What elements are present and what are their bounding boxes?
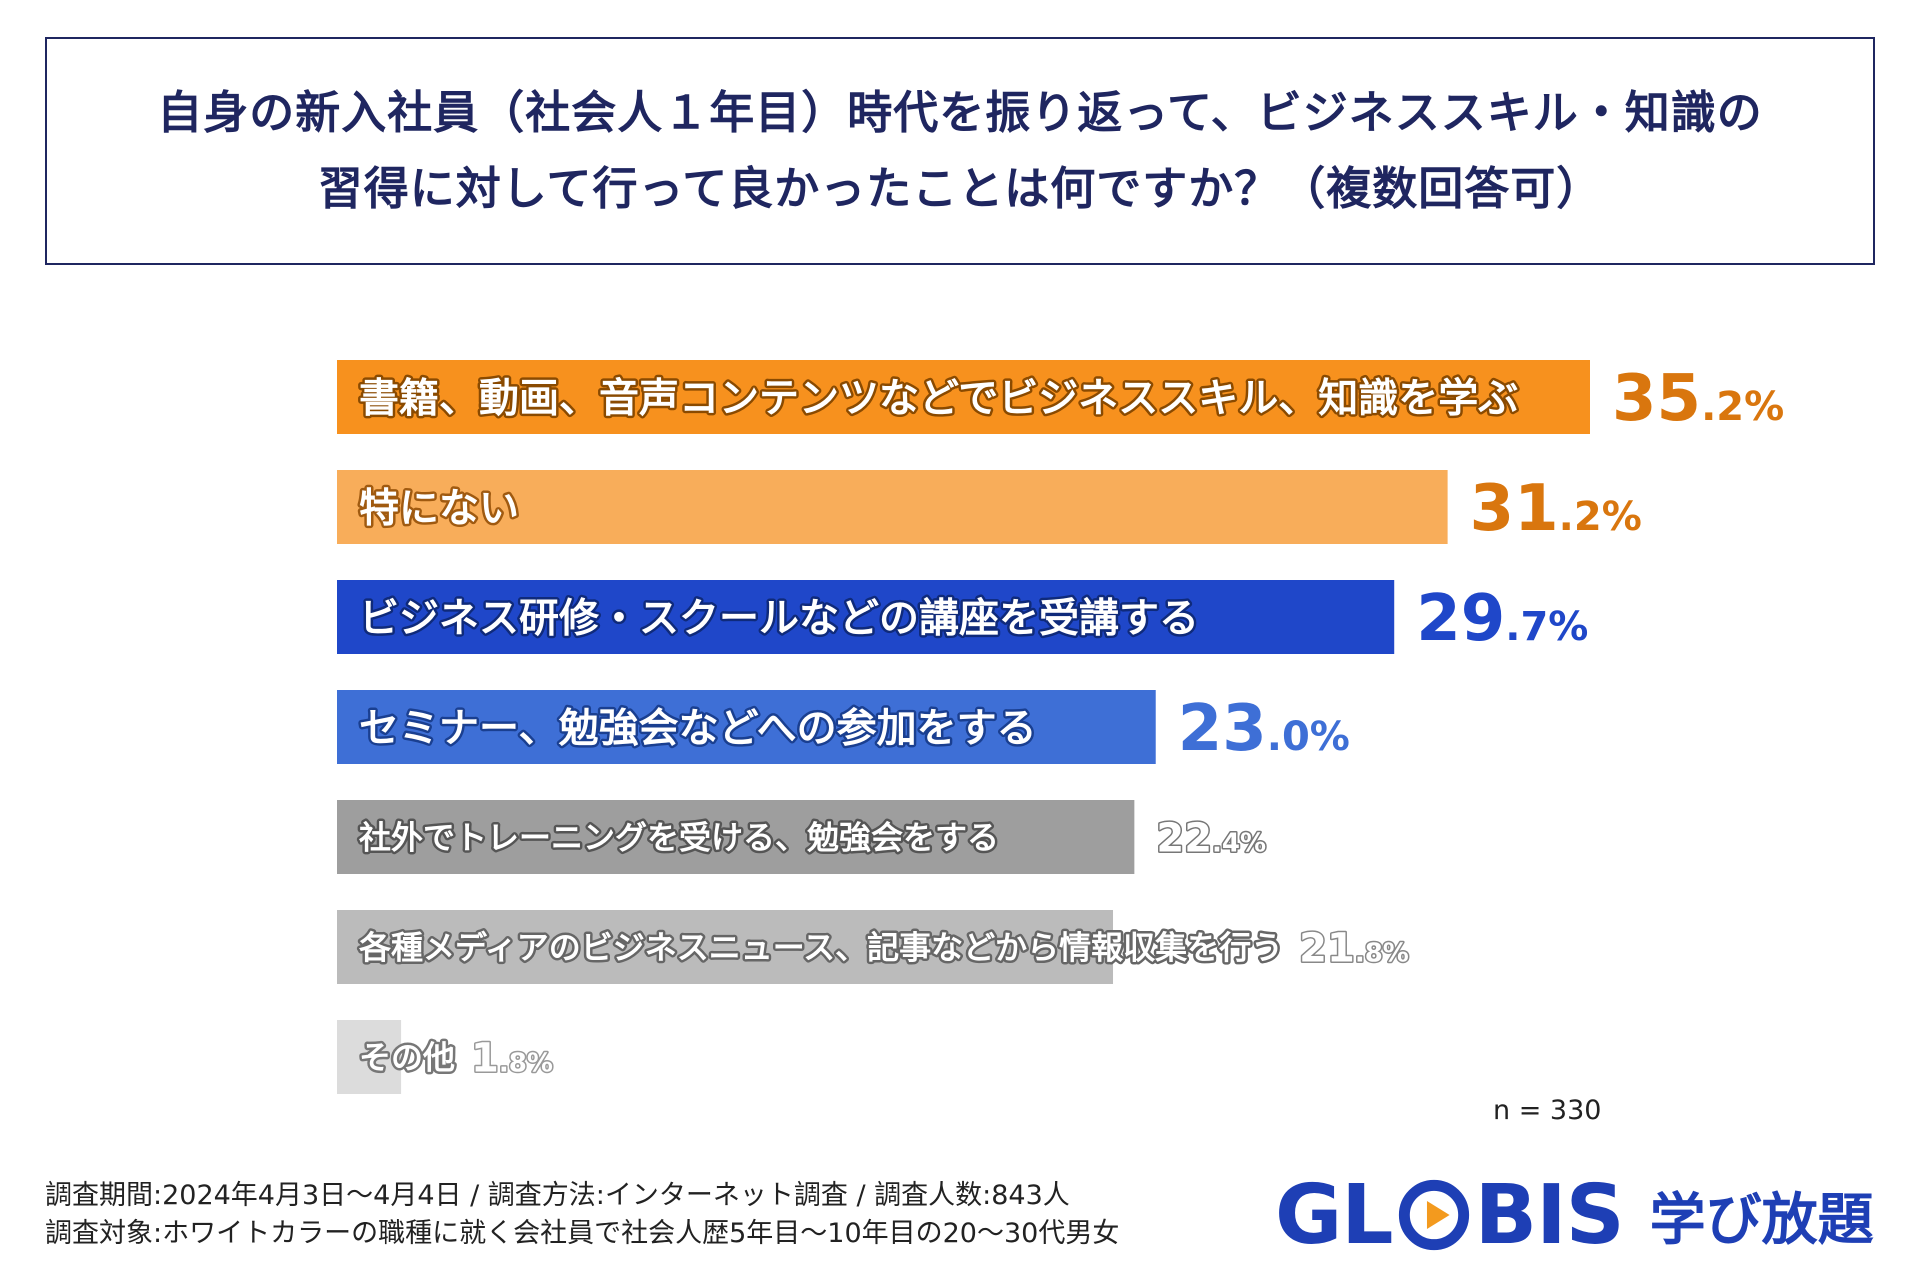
value-int-5: 22 xyxy=(1156,815,1212,861)
title-line-2: 習得に対して行って良かったことは何ですか？（複数回答可） xyxy=(317,162,1603,215)
sample-size-label: n = 330 xyxy=(1493,1095,1602,1126)
value-label-6: 21.8% xyxy=(1299,925,1409,971)
bar-2 xyxy=(337,470,1448,544)
globis-logo: GL BIS 学び放題 xyxy=(1275,1167,1874,1263)
bar-4 xyxy=(337,690,1156,764)
value-dec-6: .8% xyxy=(1355,938,1409,968)
title-line-1: 自身の新入社員（社会人１年目）時代を振り返って、ビジネススキル・知識の xyxy=(157,86,1763,139)
value-int-3: 29 xyxy=(1416,582,1505,656)
value-dec-3: .7% xyxy=(1505,604,1588,650)
value-label-4: 23.0% xyxy=(1178,692,1350,766)
bar-label-5: 社外でトレーニングを受ける、勉強会をする xyxy=(359,819,999,857)
bar-chart: 書籍、動画、音声コンテンツなどでビジネススキル、知識を学ぶ 35.2%特にない 31… xyxy=(337,360,1784,1094)
value-dec-7: .8% xyxy=(499,1048,553,1078)
value-int-1: 35 xyxy=(1612,362,1701,436)
title-box: 自身の新入社員（社会人１年目）時代を振り返って、ビジネススキル・知識の 習得に対… xyxy=(45,37,1875,265)
value-dec-4: .0% xyxy=(1267,714,1350,760)
logo-wordmark: GL BIS xyxy=(1275,1167,1625,1263)
value-int-7: 1 xyxy=(471,1035,499,1081)
bar-5 xyxy=(337,800,1135,874)
bar-label-4: セミナー、勉強会などへの参加をする xyxy=(359,705,1037,751)
value-dec-5: .4% xyxy=(1212,828,1266,858)
value-int-2: 31 xyxy=(1470,472,1559,546)
value-dec-2: .2% xyxy=(1559,494,1642,540)
bar-label-7: その他 xyxy=(359,1039,455,1077)
bar-3 xyxy=(337,580,1395,654)
logo-wordmark-right: BIS xyxy=(1474,1167,1625,1263)
bar-label-3: ビジネス研修・スクールなどの講座を受講する xyxy=(359,595,1199,641)
value-label-1: 35.2% xyxy=(1612,362,1784,436)
bar-label-2: 特にない xyxy=(359,485,519,531)
value-label-3: 29.7% xyxy=(1416,582,1588,656)
play-icon xyxy=(1398,1179,1469,1251)
bar-6 xyxy=(337,910,1114,984)
logo-wordmark-left: GL xyxy=(1275,1167,1394,1263)
value-int-4: 23 xyxy=(1178,692,1267,766)
logo-subtitle: 学び放題 xyxy=(1649,1187,1874,1253)
value-int-6: 21 xyxy=(1299,925,1355,971)
bar-label-1: 書籍、動画、音声コンテンツなどでビジネススキル、知識を学ぶ xyxy=(359,375,1518,421)
survey-info: 調査期間:2024年4月3日〜4月4日 / 調査方法:インターネット調査 / 調… xyxy=(45,1177,1119,1253)
value-dec-1: .2% xyxy=(1701,384,1784,430)
survey-info-line-1: 調査期間:2024年4月3日〜4月4日 / 調査方法:インターネット調査 / 調… xyxy=(45,1180,1070,1211)
bar-1 xyxy=(337,360,1590,434)
bar-label-6: 各種メディアのビジネスニュース、記事などから情報収集を行う xyxy=(359,929,1283,967)
value-label-5: 22.4% xyxy=(1156,815,1266,861)
bar-7 xyxy=(337,1020,402,1094)
survey-info-line-2: 調査対象:ホワイトカラーの職種に就く会社員で社会人歴5年目〜10年目の20〜30… xyxy=(45,1218,1120,1249)
value-label-2: 31.2% xyxy=(1470,472,1642,546)
value-label-7: 1.8% xyxy=(471,1035,553,1081)
